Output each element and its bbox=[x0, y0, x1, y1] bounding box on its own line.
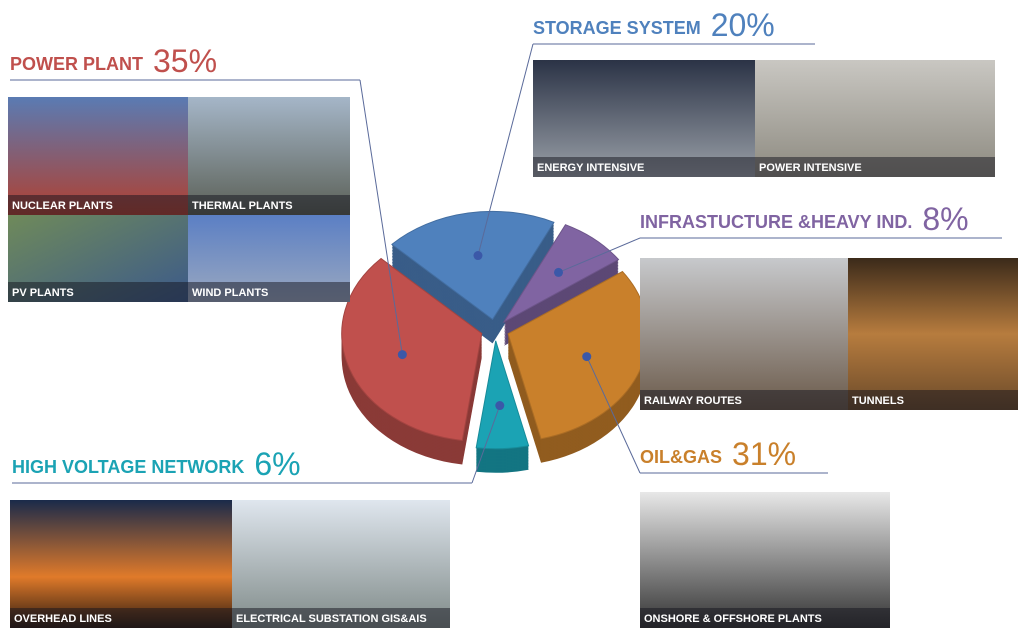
pie-slice bbox=[341, 257, 483, 442]
photo-caption: WIND PLANTS bbox=[192, 287, 268, 299]
photo-caption: THERMAL PLANTS bbox=[192, 200, 293, 212]
leader-dot bbox=[554, 267, 564, 277]
photo-caption: ELECTRICAL SUBSTATION GIS&AIS bbox=[236, 613, 427, 625]
caption-strip bbox=[188, 282, 350, 302]
photo bbox=[10, 500, 232, 628]
photo-caption: POWER INTENSIVE bbox=[759, 162, 862, 174]
leader-dot bbox=[495, 401, 505, 411]
photo bbox=[848, 258, 1018, 410]
pie-slice bbox=[475, 340, 530, 450]
category-label: POWER PLANT bbox=[10, 54, 143, 74]
leader-dot bbox=[473, 251, 483, 261]
percent-label: 8% bbox=[922, 201, 968, 237]
leader-line bbox=[586, 356, 641, 474]
photo bbox=[640, 492, 890, 628]
pie-slice bbox=[507, 270, 649, 440]
leader-line bbox=[558, 237, 641, 273]
caption-strip bbox=[232, 608, 450, 628]
caption-strip bbox=[848, 390, 1018, 410]
caption-strip bbox=[8, 282, 188, 302]
leader-line bbox=[471, 405, 501, 484]
photo-caption: RAILWAY ROUTES bbox=[644, 395, 742, 407]
leader-dot bbox=[582, 352, 592, 362]
caption-strip bbox=[10, 608, 232, 628]
percent-label: 20% bbox=[711, 7, 775, 43]
caption-strip bbox=[8, 195, 188, 215]
category-label: HIGH VOLTAGE NETWORK bbox=[12, 457, 244, 477]
category-label: STORAGE SYSTEM bbox=[533, 18, 701, 38]
photo bbox=[640, 258, 848, 410]
caption-strip bbox=[755, 157, 995, 177]
category-label: OIL&GAS bbox=[640, 447, 722, 467]
leader-line bbox=[359, 79, 403, 355]
caption-strip bbox=[533, 157, 755, 177]
photo-caption: TUNNELS bbox=[852, 395, 904, 407]
caption-strip bbox=[640, 608, 890, 628]
percent-label: 31% bbox=[732, 436, 796, 472]
photo-caption: OVERHEAD LINES bbox=[14, 613, 112, 625]
photo-caption: ENERGY INTENSIVE bbox=[537, 162, 644, 174]
percent-label: 35% bbox=[153, 43, 217, 79]
leader-line bbox=[477, 43, 534, 256]
percent-label: 6% bbox=[254, 446, 300, 482]
photo-caption: NUCLEAR PLANTS bbox=[12, 200, 113, 212]
pie-slice bbox=[391, 210, 555, 321]
photo bbox=[232, 500, 450, 628]
leader-dot bbox=[397, 350, 407, 360]
caption-strip bbox=[188, 195, 350, 215]
category-label: INFRASTUCTURE &HEAVY IND. bbox=[640, 212, 912, 232]
caption-strip bbox=[640, 390, 848, 410]
photo-caption: PV PLANTS bbox=[12, 287, 74, 299]
photo-caption: ONSHORE & OFFSHORE PLANTS bbox=[644, 613, 822, 625]
